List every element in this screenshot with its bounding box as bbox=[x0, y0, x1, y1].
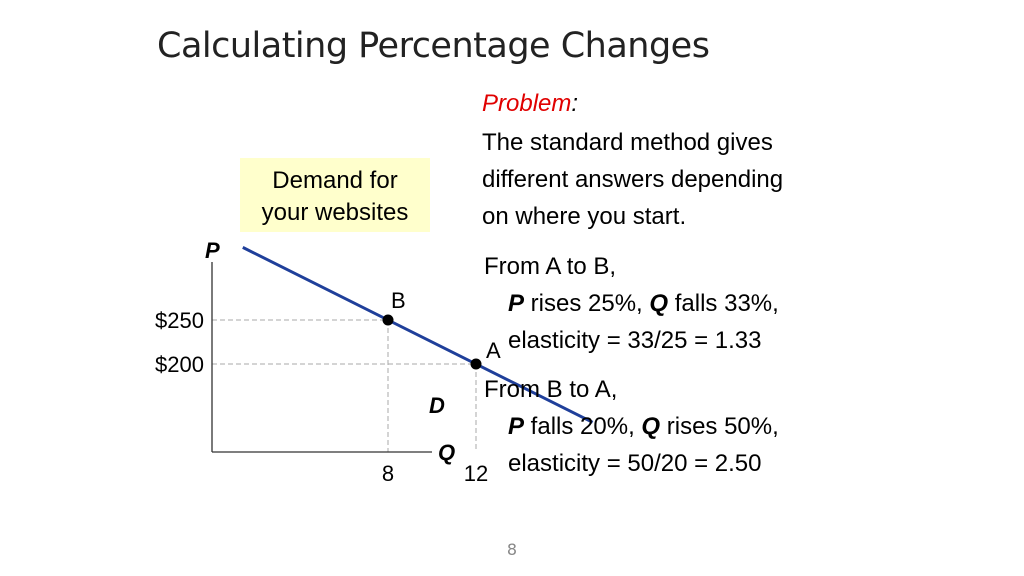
q-symbol: Q bbox=[641, 413, 661, 440]
q-change: rises 50%, bbox=[660, 413, 779, 440]
point-A bbox=[470, 358, 482, 370]
curve-label: D bbox=[429, 393, 445, 418]
legend-line-2: your websites bbox=[261, 199, 409, 226]
x-tick-label: 8 bbox=[382, 461, 394, 486]
y-tick-label: $200 bbox=[155, 352, 204, 377]
case-b-to-a: From B to A, P falls 20%, Q rises 50%, e… bbox=[484, 371, 779, 482]
case-changes: P rises 25%, Q falls 33%, bbox=[484, 285, 779, 322]
page-number: 8 bbox=[506, 540, 518, 559]
data-points: BA bbox=[382, 288, 501, 370]
y-axis-label: P bbox=[205, 238, 220, 263]
problem-label: Problem: bbox=[482, 86, 578, 122]
point-label-A: A bbox=[486, 338, 501, 363]
case-a-to-b: From A to B, P rises 25%, Q falls 33%, e… bbox=[484, 248, 779, 359]
legend-line-1: Demand for bbox=[272, 167, 398, 194]
problem-line-2: different answers depending bbox=[482, 166, 784, 193]
case-heading: From A to B, bbox=[484, 253, 617, 280]
case-heading: From B to A, bbox=[484, 376, 618, 403]
y-tick-label: $250 bbox=[155, 308, 204, 333]
problem-colon: : bbox=[571, 90, 579, 117]
case-changes: P falls 20%, Q rises 50%, bbox=[484, 408, 779, 445]
problem-description: The standard method gives different answ… bbox=[482, 124, 783, 235]
p-symbol: P bbox=[508, 413, 525, 440]
page-title: Calculating Percentage Changes bbox=[157, 26, 710, 66]
demand-curve bbox=[242, 246, 594, 424]
q-change: falls 33%, bbox=[668, 290, 779, 317]
guide-lines bbox=[212, 319, 477, 452]
p-change: falls 20%, bbox=[524, 413, 642, 440]
p-symbol: P bbox=[508, 290, 525, 317]
problem-line-1: The standard method gives bbox=[482, 129, 773, 156]
case-elasticity: elasticity = 33/25 = 1.33 bbox=[508, 327, 762, 354]
x-tick-label: 12 bbox=[464, 461, 488, 486]
case-elasticity: elasticity = 50/20 = 2.50 bbox=[508, 450, 762, 477]
problem-line-3: on where you start. bbox=[482, 203, 687, 230]
q-symbol: Q bbox=[649, 290, 669, 317]
point-B bbox=[382, 314, 394, 326]
point-label-B: B bbox=[391, 288, 406, 313]
demand-legend-box: Demand for your websites bbox=[240, 158, 430, 232]
x-axis-label: Q bbox=[438, 440, 455, 465]
tick-labels: $250 $200 8 12 bbox=[155, 308, 488, 486]
p-change: rises 25%, bbox=[524, 290, 650, 317]
problem-word: Problem bbox=[482, 90, 572, 117]
